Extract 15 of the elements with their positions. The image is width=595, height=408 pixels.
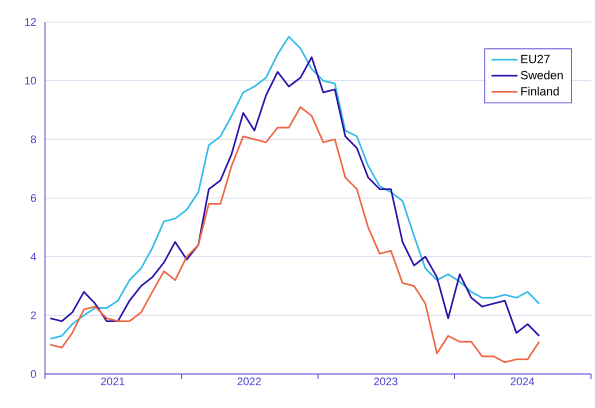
y-tick-label: 0 [30, 370, 36, 378]
y-tick-label: 10 [25, 76, 36, 85]
y-tick-label: 6 [30, 194, 36, 202]
legend-label: Sweden [520, 70, 563, 80]
x-tick-label: 2021 [101, 378, 124, 386]
x-tick-label: 2024 [510, 378, 534, 386]
y-tick-label: 2 [30, 312, 36, 320]
y-tick-label: 4 [30, 252, 36, 260]
x-tick-label: 2023 [374, 378, 398, 386]
legend-label: EU27 [521, 54, 550, 64]
x-tick-label: 2022 [238, 378, 261, 386]
y-tick-label: 8 [30, 135, 36, 144]
legend-label: Finland [521, 86, 559, 96]
y-tick-label: 12 [25, 18, 36, 26]
line-series [49, 106, 540, 364]
